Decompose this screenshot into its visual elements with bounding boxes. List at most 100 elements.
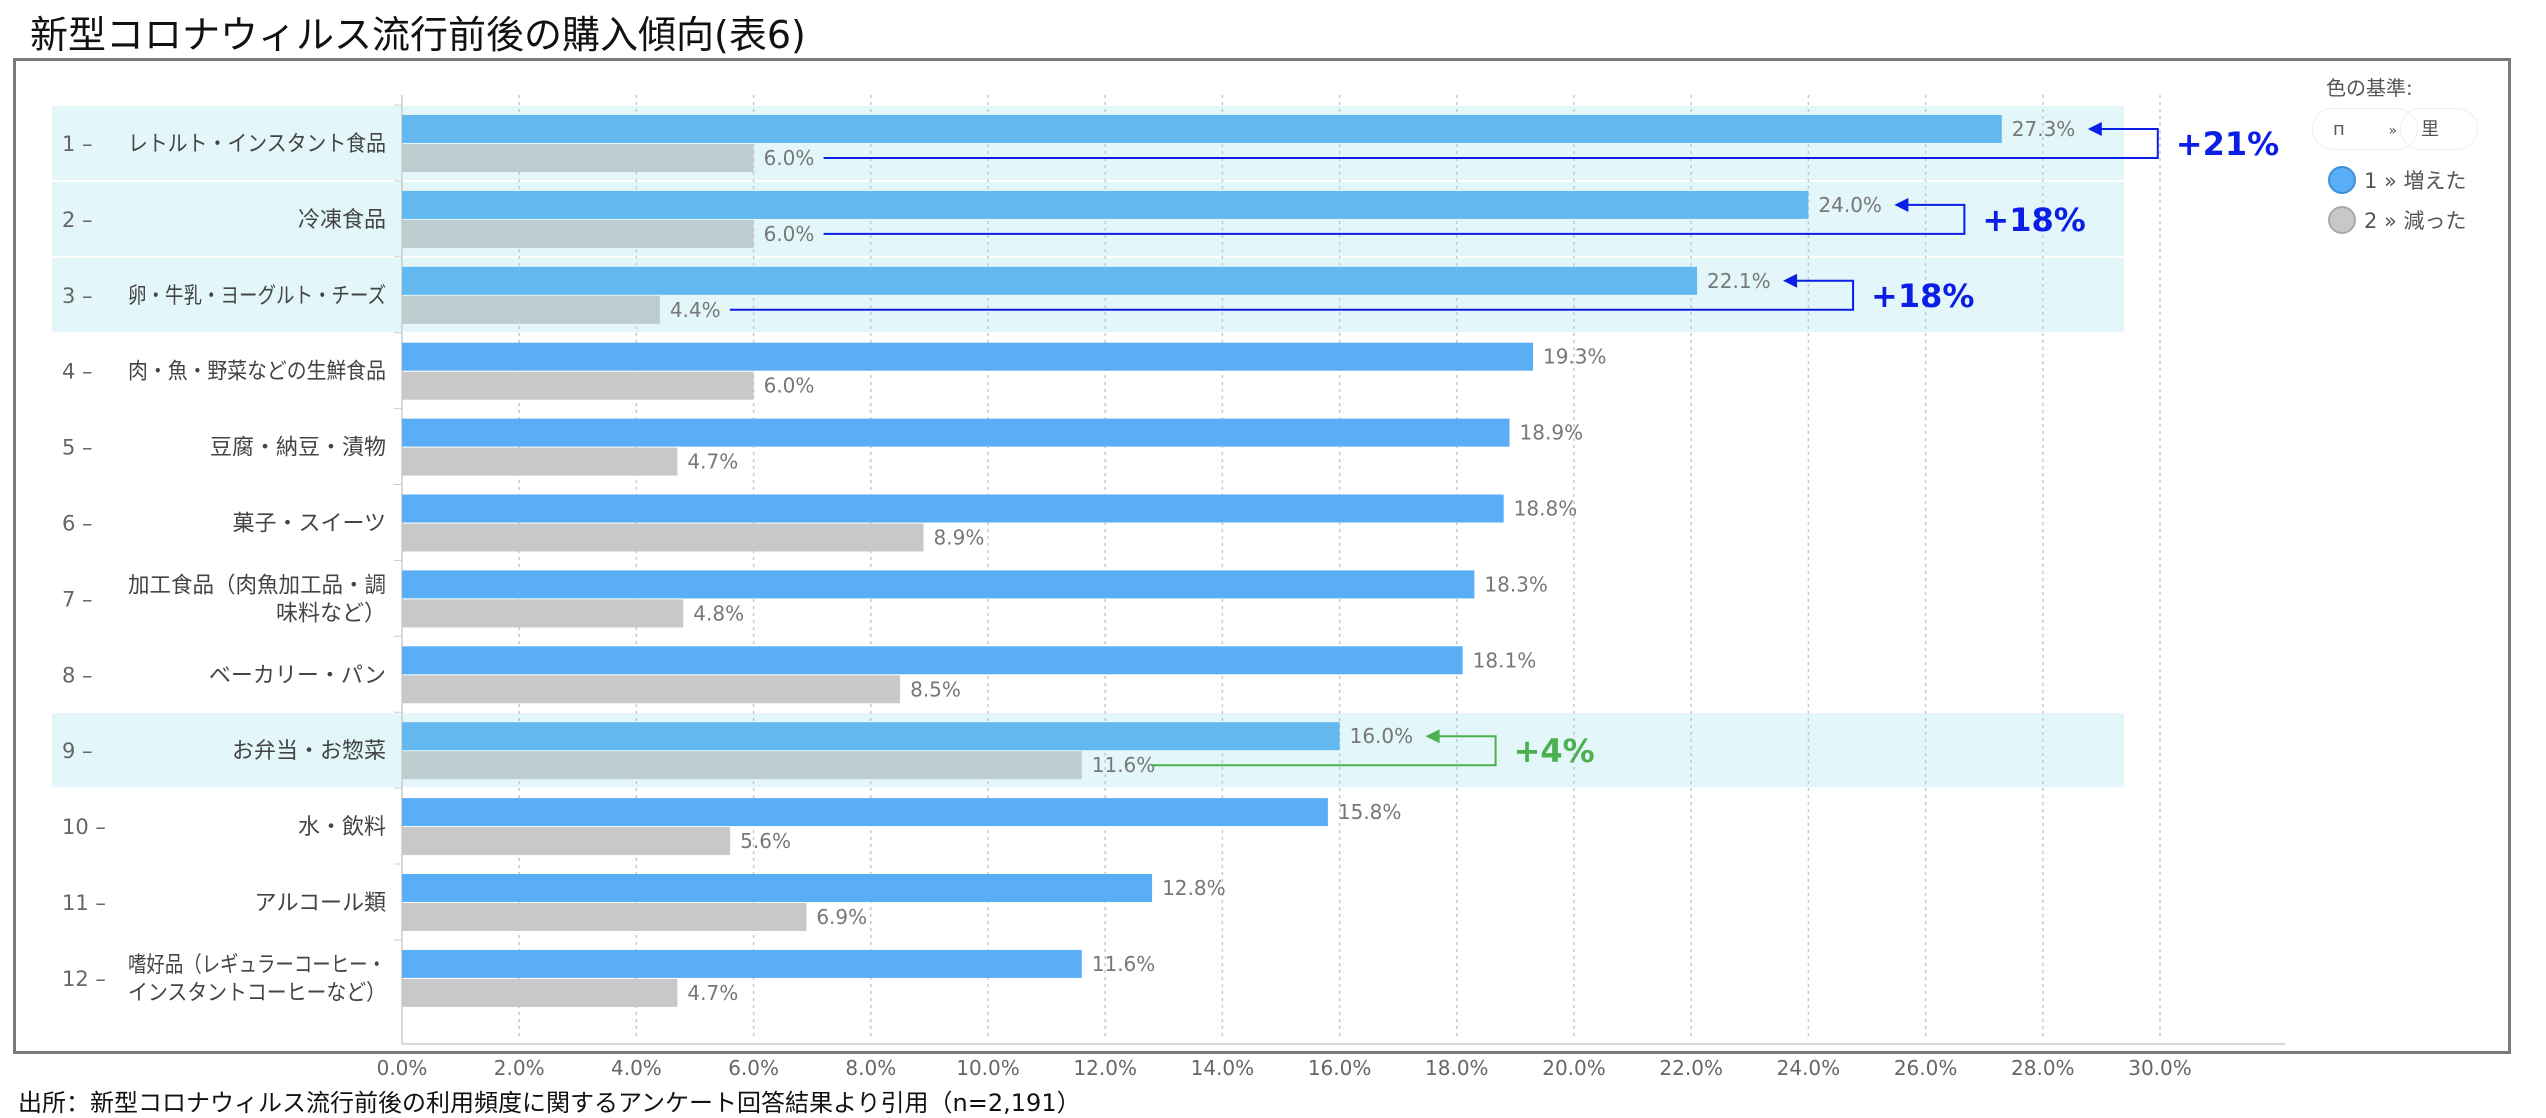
bar-decreased: [402, 903, 807, 931]
category-label: お弁当・お惣菜: [232, 739, 386, 764]
data-label: 8.5%: [910, 677, 961, 701]
annotation-diff: +18%: [1982, 201, 2085, 239]
data-label: 18.9%: [1520, 421, 1584, 445]
pill-separator: »: [2388, 123, 2398, 139]
data-label: 24.0%: [1818, 193, 1882, 217]
bar-increased: [402, 874, 1153, 902]
annotation-bracket: [823, 203, 1966, 235]
x-tick-label: 4.0%: [611, 1056, 662, 1080]
data-label: 5.6%: [740, 829, 791, 853]
rank-label: 3 –: [62, 284, 93, 308]
category-label: 豆腐・納豆・漬物: [210, 436, 386, 461]
category-label: 冷凍食品: [298, 208, 386, 233]
category-label: 肉・魚・野菜などの生鮮食品: [128, 360, 386, 385]
bar-decreased: [402, 371, 754, 400]
bar-decreased: [402, 219, 754, 248]
x-tick-label: 0.0%: [377, 1056, 428, 1080]
data-label: 4.7%: [687, 981, 738, 1005]
x-tick-label: 28.0%: [2011, 1056, 2075, 1080]
bar-increased: [402, 266, 1698, 295]
data-label: 6.9%: [816, 905, 867, 929]
data-label: 27.3%: [2012, 117, 2076, 141]
rank-label: 10 –: [62, 815, 106, 839]
rank-label: 9 –: [62, 739, 93, 763]
data-label: 22.1%: [1707, 269, 1771, 293]
bar-increased: [402, 570, 1475, 599]
annotation-bracket: [1151, 735, 1497, 767]
pill-right-text: 里: [2421, 119, 2439, 140]
bar-decreased: [402, 447, 678, 476]
annotation-bracket: [729, 279, 1855, 311]
bar-decreased: [402, 827, 731, 856]
bar-increased: [402, 646, 1463, 675]
page-title: 新型コロナウィルス流行前後の購入傾向(表6): [30, 13, 806, 57]
bar-decreased: [402, 978, 678, 1007]
chart-frame: [13, 58, 2511, 1054]
pill-left-text: п: [2333, 119, 2345, 140]
data-label: 4.4%: [670, 298, 721, 322]
category-label: ベーカリー・パン: [209, 663, 386, 688]
rank-label: 7 –: [62, 587, 93, 611]
bar-increased: [402, 342, 1533, 371]
legend-dot-icon: [2328, 206, 2356, 234]
x-tick-label: 10.0%: [956, 1056, 1020, 1080]
x-tick-label: 16.0%: [1308, 1056, 1372, 1080]
bar-increased: [402, 494, 1504, 523]
data-label: 12.8%: [1162, 876, 1226, 900]
rank-label: 4 –: [62, 360, 93, 384]
rank-label: 1 –: [62, 132, 93, 156]
rank-label: 11 –: [62, 891, 106, 915]
data-label: 15.8%: [1338, 800, 1402, 824]
annotation-arrow-icon: [1783, 273, 1798, 288]
category-label: インスタントコーヒーなど）: [128, 981, 386, 1006]
data-label: 16.0%: [1350, 724, 1414, 748]
data-label: 8.9%: [934, 526, 985, 550]
x-tick-label: 24.0%: [1777, 1056, 1841, 1080]
category-label: 味料など）: [276, 601, 386, 626]
rank-label: 12 –: [62, 967, 106, 991]
x-tick-label: 30.0%: [2128, 1056, 2192, 1080]
annotation-diff: +4%: [1514, 732, 1595, 770]
data-label: 6.0%: [764, 222, 815, 246]
bar-increased: [402, 418, 1510, 447]
data-label: 18.8%: [1514, 497, 1578, 521]
bar-increased: [402, 722, 1340, 751]
data-label: 18.1%: [1473, 648, 1537, 672]
category-label: 卵・牛乳・ヨーグルト・チーズ: [128, 284, 386, 309]
annotation-diff: +21%: [2176, 125, 2279, 163]
data-label: 11.6%: [1092, 952, 1156, 976]
legend-item-increased[interactable]: 1 » 増えた: [2328, 165, 2467, 195]
bar-decreased: [402, 523, 924, 552]
legend-title: 色の基準:: [2326, 76, 2413, 100]
rank-label: 6 –: [62, 512, 93, 536]
data-label: 6.0%: [764, 146, 815, 170]
x-tick-label: 12.0%: [1073, 1056, 1137, 1080]
x-tick-label: 22.0%: [1659, 1056, 1723, 1080]
annotation-arrow-icon: [1425, 729, 1440, 744]
legend-item-decreased[interactable]: 2 » 減った: [2328, 205, 2467, 235]
category-label: 水・飲料: [298, 815, 386, 840]
bar-decreased: [402, 599, 684, 628]
x-tick-label: 14.0%: [1191, 1056, 1255, 1080]
x-tick-label: 18.0%: [1425, 1056, 1489, 1080]
bar-decreased: [402, 144, 754, 172]
annotation-arrow-icon: [1894, 197, 1909, 212]
color-value-pill[interactable]: 里: [2400, 108, 2478, 150]
data-label: 18.3%: [1484, 572, 1548, 596]
annotation-arrow-icon: [2087, 122, 2102, 136]
annotation-diff: +18%: [1871, 277, 1974, 315]
rank-label: 8 –: [62, 663, 93, 687]
rank-label: 5 –: [62, 436, 93, 460]
source-note: 出所：新型コロナウィルス流行前後の利用頻度に関するアンケート回答結果より引用（n…: [18, 1089, 1081, 1117]
category-label: アルコール類: [254, 891, 386, 916]
bar-decreased: [402, 295, 660, 324]
data-label: 4.7%: [687, 450, 738, 474]
legend-label: 2 » 減った: [2364, 209, 2467, 233]
data-label: 19.3%: [1543, 345, 1607, 369]
bar-increased: [402, 798, 1328, 827]
x-tick-label: 20.0%: [1542, 1056, 1606, 1080]
category-label: 加工食品（肉魚加工品・調: [128, 573, 386, 598]
legend-dot-icon: [2328, 166, 2356, 194]
data-label: 6.0%: [764, 374, 815, 398]
